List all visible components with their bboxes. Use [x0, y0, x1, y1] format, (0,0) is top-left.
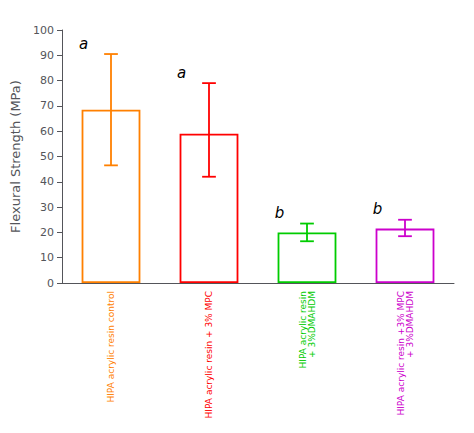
svg-text:60: 60: [40, 125, 54, 138]
svg-text:+ 3%DMAHDM: + 3%DMAHDM: [405, 291, 415, 358]
svg-text:b: b: [373, 200, 383, 218]
svg-text:+ 3%DMAHDM: + 3%DMAHDM: [307, 291, 317, 358]
svg-text:90: 90: [40, 49, 54, 62]
svg-text:a: a: [177, 64, 186, 82]
svg-text:HIPA acrylic resin: HIPA acrylic resin: [297, 291, 308, 369]
svg-text:HIPA acrylic resin control: HIPA acrylic resin control: [106, 291, 116, 403]
svg-text:0: 0: [47, 277, 54, 290]
svg-text:50: 50: [40, 150, 54, 163]
svg-text:70: 70: [40, 99, 54, 112]
svg-text:a: a: [79, 35, 88, 53]
svg-text:10: 10: [40, 251, 54, 264]
svg-text:Flexural Strength (MPa): Flexural Strength (MPa): [8, 80, 23, 233]
svg-text:b: b: [275, 204, 285, 222]
svg-text:HIPA acrylic resin + 3% MPC: HIPA acrylic resin + 3% MPC: [204, 291, 214, 418]
svg-text:HIPA acrylic resin +3% MPC: HIPA acrylic resin +3% MPC: [395, 291, 406, 416]
svg-text:20: 20: [40, 226, 54, 239]
svg-text:40: 40: [40, 175, 54, 188]
svg-text:80: 80: [40, 74, 54, 87]
svg-text:30: 30: [40, 201, 54, 214]
svg-text:100: 100: [33, 24, 54, 37]
